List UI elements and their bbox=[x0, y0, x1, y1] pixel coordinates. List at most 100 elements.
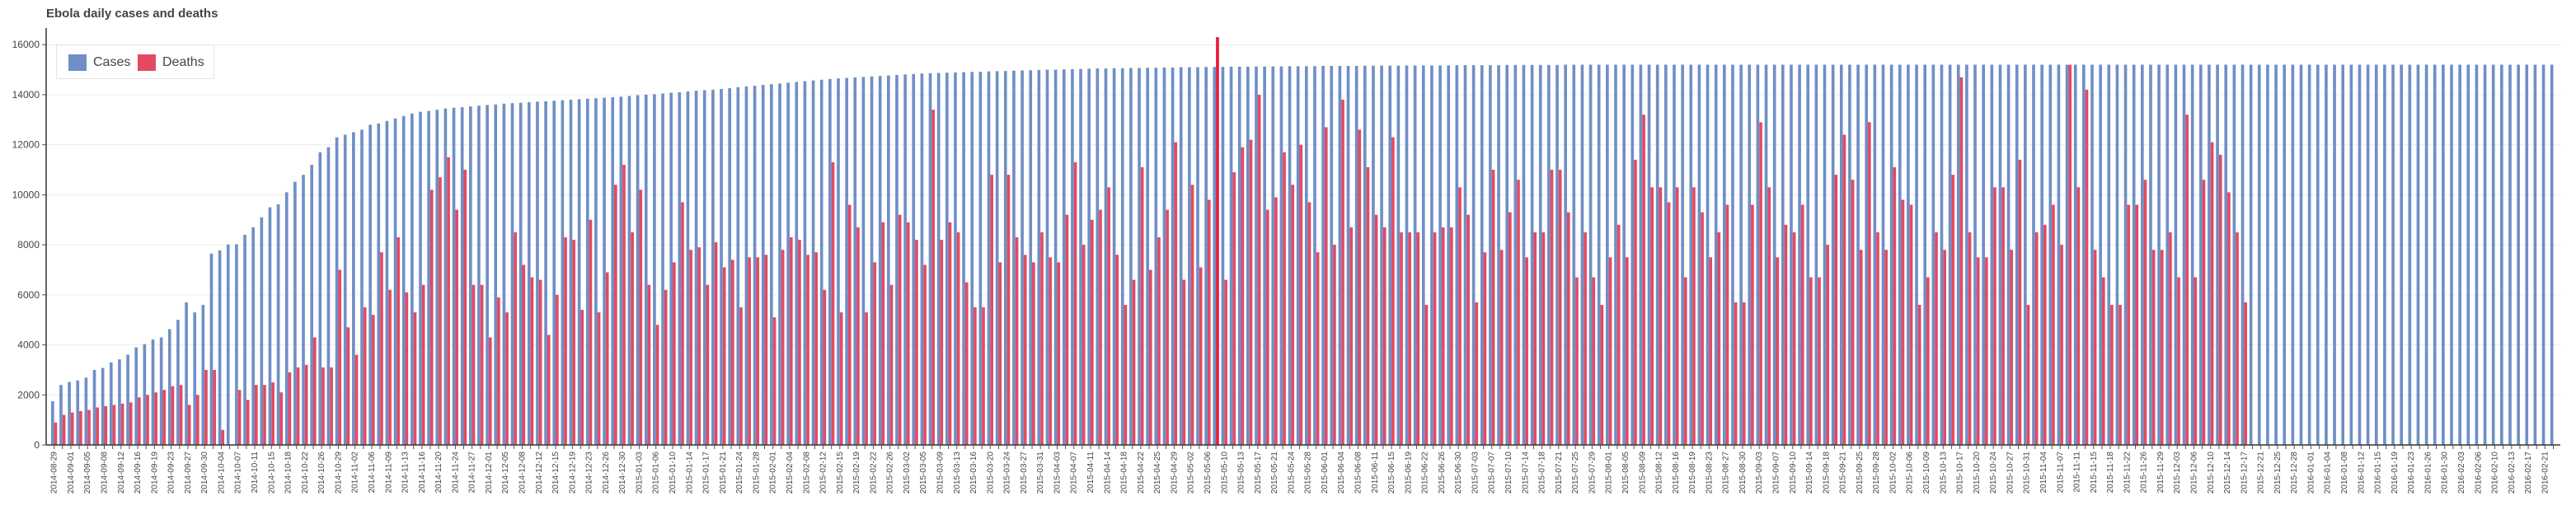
bar-deaths bbox=[1441, 227, 1445, 445]
bar-cases bbox=[335, 137, 339, 446]
x-tick-label: 2015-05-17 bbox=[1254, 452, 1263, 494]
bar-deaths bbox=[1584, 232, 1587, 445]
bar-deaths bbox=[1935, 232, 1938, 445]
bar-deaths bbox=[714, 242, 718, 445]
bar-cases bbox=[912, 73, 916, 446]
bar-cases bbox=[1522, 64, 1526, 446]
bar-cases bbox=[494, 104, 498, 445]
bar-cases bbox=[2082, 64, 2086, 445]
bar-deaths bbox=[764, 255, 768, 445]
bar-cases bbox=[268, 207, 272, 445]
x-tick-label: 2015-08-23 bbox=[1705, 452, 1714, 494]
bar-deaths bbox=[363, 307, 367, 445]
bar-deaths bbox=[1993, 187, 1997, 446]
bar-deaths bbox=[1550, 170, 1554, 445]
bar-cases bbox=[1120, 68, 1124, 446]
bar-cases bbox=[2024, 64, 2027, 445]
legend: Cases Deaths bbox=[56, 44, 214, 79]
bar-cases bbox=[419, 111, 422, 445]
bar-deaths bbox=[1132, 279, 1136, 445]
bar-cases bbox=[2283, 64, 2287, 445]
x-tick-label: 2015-07-29 bbox=[1588, 452, 1597, 494]
bar-deaths bbox=[923, 265, 927, 445]
bar-cases bbox=[895, 74, 899, 445]
x-tick-label: 2015-05-06 bbox=[1204, 452, 1213, 494]
bar-cases bbox=[2198, 64, 2203, 445]
y-tick-label: 16000 bbox=[12, 39, 40, 50]
y-tick-label: 14000 bbox=[12, 89, 40, 101]
bar-cases bbox=[2107, 64, 2111, 445]
bar-deaths bbox=[1391, 137, 1395, 446]
bar-cases bbox=[1463, 65, 1467, 445]
bar-deaths bbox=[2210, 142, 2214, 445]
bar-deaths bbox=[990, 175, 993, 446]
bar-deaths bbox=[1616, 224, 1621, 445]
bar-cases bbox=[209, 253, 213, 445]
x-tick-label: 2014-11-09 bbox=[384, 452, 393, 494]
bar-cases bbox=[318, 152, 322, 445]
bar-cases bbox=[1096, 68, 1100, 445]
bar-deaths bbox=[1491, 170, 1495, 445]
bar-deaths bbox=[856, 227, 860, 445]
bar-cases bbox=[653, 94, 656, 446]
bar-cases bbox=[661, 93, 664, 445]
bar-cases bbox=[552, 101, 556, 446]
bar-deaths bbox=[639, 190, 643, 446]
bar-cases bbox=[1330, 66, 1334, 445]
bar-cases bbox=[1856, 64, 1860, 445]
bar-cases bbox=[1839, 64, 1843, 445]
x-tick-label: 2015-12-25 bbox=[2273, 452, 2283, 494]
bar-cases bbox=[828, 78, 832, 446]
bar-deaths bbox=[1659, 187, 1663, 446]
x-tick-label: 2015-09-21 bbox=[1839, 452, 1848, 494]
bar-deaths bbox=[572, 240, 575, 445]
bar-cases bbox=[310, 164, 313, 445]
bar-deaths bbox=[1366, 166, 1370, 445]
bar-cases bbox=[2073, 64, 2077, 445]
bar-cases bbox=[1614, 64, 1617, 445]
bar-cases bbox=[2232, 64, 2236, 445]
bar-cases bbox=[1154, 68, 1158, 445]
bar-deaths bbox=[1006, 175, 1011, 446]
bar-cases bbox=[2257, 64, 2261, 445]
bar-deaths bbox=[1851, 180, 1855, 445]
bar-deaths bbox=[1082, 245, 1086, 445]
bar-cases bbox=[1965, 64, 1968, 445]
x-tick-label: 2015-01-24 bbox=[735, 452, 744, 494]
x-tick-label: 2014-10-22 bbox=[301, 452, 310, 494]
bar-deaths bbox=[1299, 144, 1303, 445]
bar-cases bbox=[1664, 64, 1668, 445]
bar-cases bbox=[2065, 64, 2069, 445]
bar-cases bbox=[2006, 64, 2011, 445]
bar-deaths bbox=[772, 317, 777, 445]
x-tick-label: 2014-11-20 bbox=[434, 452, 443, 494]
bar-cases bbox=[1229, 66, 1233, 445]
bar-deaths bbox=[831, 162, 835, 446]
x-tick-label: 2015-04-18 bbox=[1120, 452, 1129, 494]
bar-cases bbox=[1396, 65, 1401, 445]
bar-deaths bbox=[1976, 257, 1980, 445]
x-tick-label: 2014-09-19 bbox=[150, 452, 159, 494]
bar-cases bbox=[518, 102, 523, 445]
bar-deaths bbox=[589, 219, 593, 445]
x-tick-label: 2014-10-15 bbox=[267, 452, 276, 494]
x-tick-label: 2015-06-22 bbox=[1421, 452, 1430, 494]
bar-deaths bbox=[1884, 250, 1888, 445]
bar-deaths bbox=[62, 414, 66, 445]
bar-cases bbox=[2224, 64, 2228, 445]
bar-cases bbox=[1940, 64, 1944, 445]
bar-cases bbox=[2491, 64, 2495, 445]
x-tick-label: 2016-02-17 bbox=[2524, 452, 2533, 494]
bar-deaths bbox=[388, 289, 392, 445]
bar-cases bbox=[1580, 64, 1584, 445]
bar-cases bbox=[536, 101, 539, 445]
bar-deaths bbox=[940, 240, 944, 445]
bar-deaths bbox=[982, 307, 985, 445]
bar-deaths bbox=[455, 209, 459, 445]
bar-deaths bbox=[631, 232, 634, 445]
bar-cases bbox=[2241, 64, 2245, 445]
bar-deaths bbox=[54, 422, 58, 445]
bar-cases bbox=[1246, 66, 1250, 445]
bar-cases bbox=[385, 120, 389, 445]
bar-cases bbox=[2291, 64, 2295, 445]
